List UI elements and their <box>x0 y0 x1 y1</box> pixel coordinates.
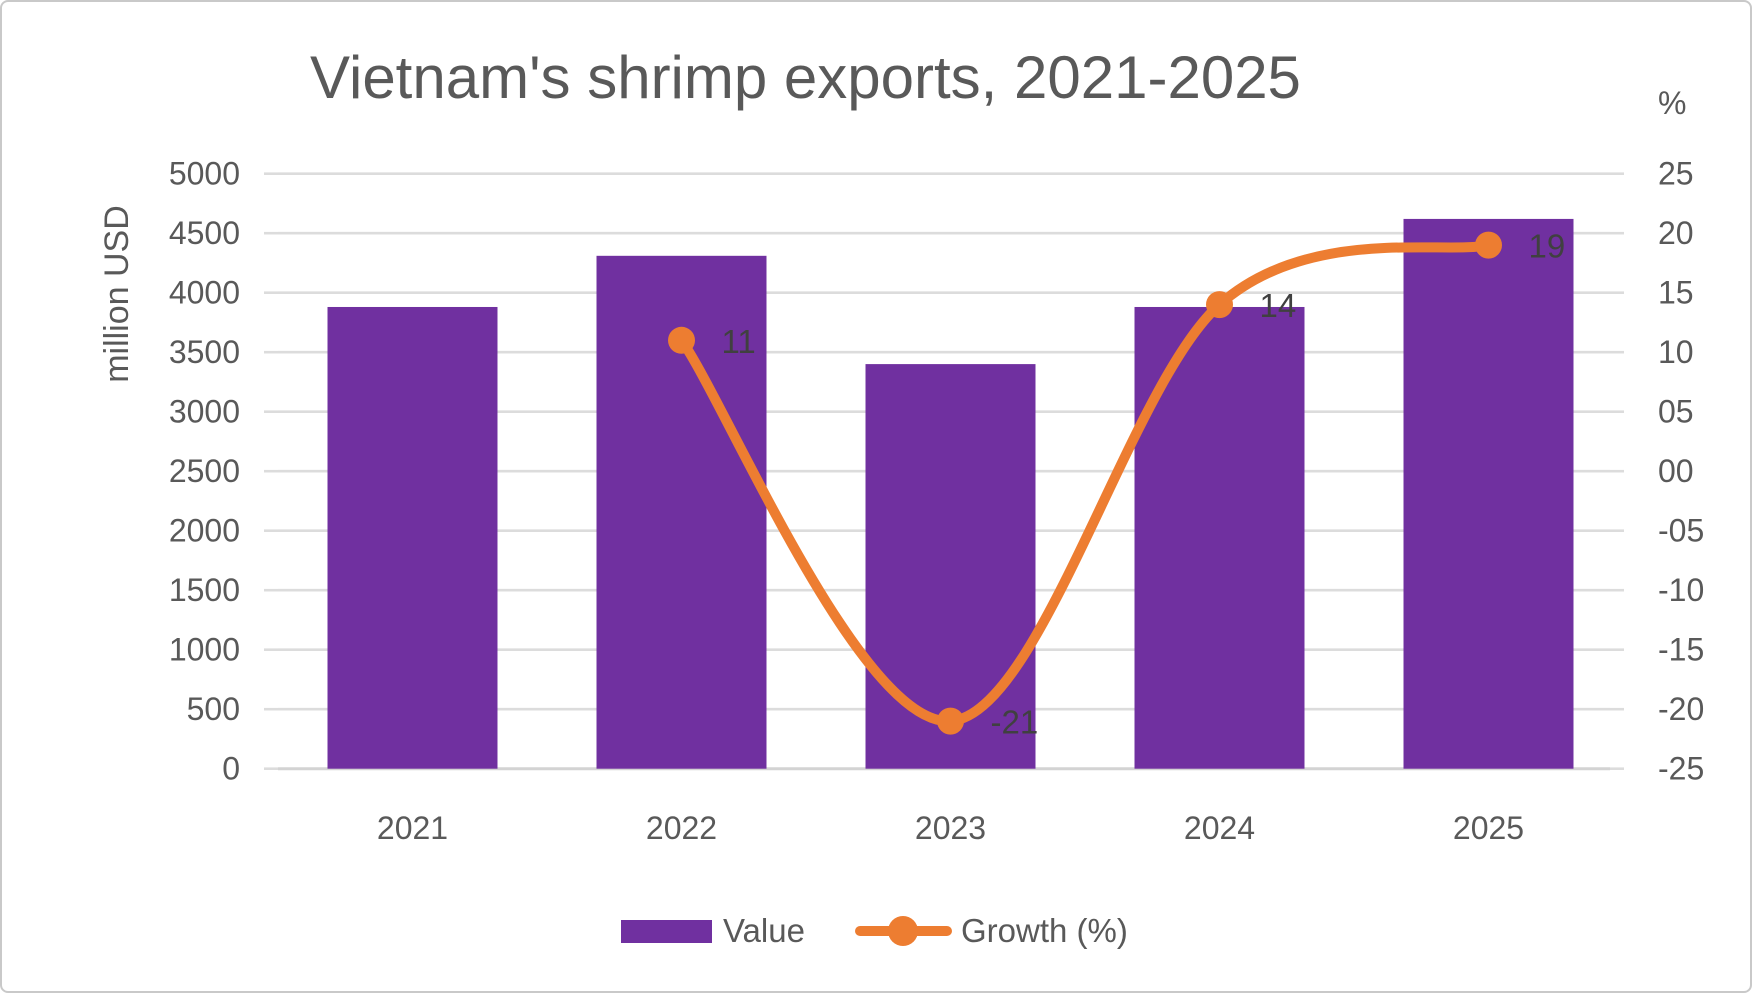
growth-series-swatch <box>855 914 952 948</box>
legend-item-value: Value <box>621 907 805 955</box>
right-axis-tick-label: -15 <box>1658 632 1704 668</box>
growth-data-label: -21 <box>991 704 1039 741</box>
x-axis-label: 2021 <box>377 810 448 846</box>
left-axis-tick-label: 500 <box>187 691 240 727</box>
right-axis-tick-label: -05 <box>1658 513 1704 549</box>
left-axis-title: million USD <box>98 205 136 383</box>
value-bar <box>1403 218 1574 769</box>
legend-label-growth: Growth (%) <box>961 912 1128 949</box>
right-axis-tick-label: 20 <box>1658 215 1694 251</box>
growth-point-marker <box>668 326 695 354</box>
value-bar <box>327 306 498 769</box>
x-axis-label: 2023 <box>915 810 986 846</box>
chart-title: Vietnam's shrimp exports, 2021-2025 <box>310 44 1301 111</box>
right-axis-tick-label: -25 <box>1658 751 1704 787</box>
value-series-swatch <box>621 919 712 943</box>
left-axis-tick-label: 1000 <box>169 632 240 668</box>
left-axis-tick-label: 2500 <box>169 453 240 489</box>
growth-line <box>676 240 1494 727</box>
left-axis-tick-label: 3500 <box>169 334 240 370</box>
right-axis-tick-label: 25 <box>1658 156 1694 192</box>
growth-data-label: 19 <box>1529 228 1566 265</box>
growth-point-marker <box>937 707 964 735</box>
left-axis-tick-label: 5000 <box>169 156 240 192</box>
right-axis-tick-label: -10 <box>1658 572 1704 608</box>
left-axis-tick-label: 4000 <box>169 275 240 311</box>
right-axis-tick-label: -20 <box>1658 691 1704 727</box>
left-axis-tick-label: 4500 <box>169 215 240 251</box>
growth-data-label: 11 <box>722 323 756 360</box>
legend: Value Growth (%) <box>2 907 1750 957</box>
right-axis-title: % <box>1658 85 1686 121</box>
legend-item-growth: Growth (%) <box>855 907 1128 955</box>
growth-data-label: 14 <box>1260 287 1297 324</box>
x-axis-label: 2025 <box>1453 810 1524 846</box>
legend-marker-icon <box>888 916 918 946</box>
right-axis-tick-label: 05 <box>1658 394 1694 430</box>
left-axis-tick-label: 2000 <box>169 513 240 549</box>
right-axis-tick-label: 10 <box>1658 334 1694 370</box>
x-axis-label: 2022 <box>646 810 717 846</box>
left-axis-tick-label: 0 <box>222 751 240 787</box>
x-axis-label: 2024 <box>1184 810 1255 846</box>
right-axis-tick-label: 15 <box>1658 275 1694 311</box>
value-bar <box>1134 306 1305 769</box>
left-axis-tick-label: 3000 <box>169 394 240 430</box>
growth-point-marker <box>1475 231 1502 259</box>
left-axis-tick-label: 1500 <box>169 572 240 608</box>
legend-label-value: Value <box>723 912 805 949</box>
growth-point-marker <box>1206 291 1233 319</box>
value-bar <box>865 364 1036 769</box>
right-axis-tick-label: 00 <box>1658 453 1694 489</box>
